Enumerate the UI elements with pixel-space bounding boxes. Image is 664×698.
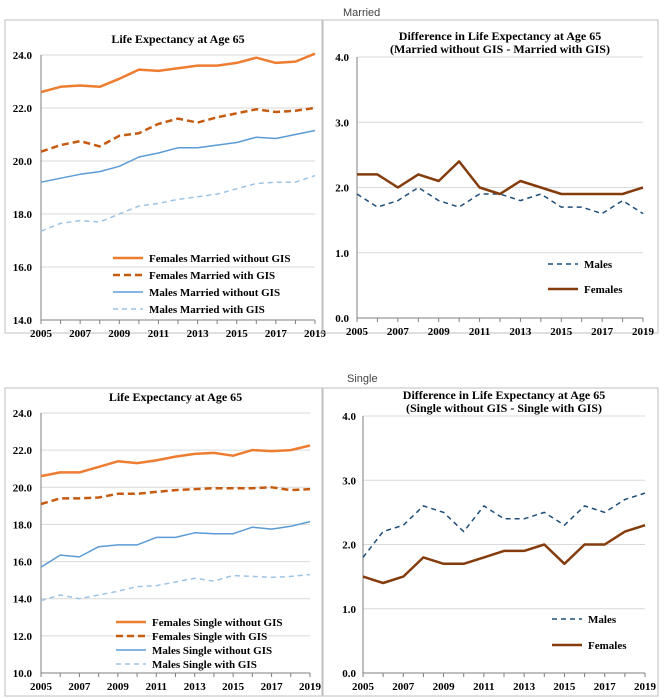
series-line-females xyxy=(357,160,644,196)
x-tick-label: 2013 xyxy=(513,681,536,693)
y-tick-label: 0.0 xyxy=(335,313,349,325)
chart-married-le: Life Expectancy at Age 65 14.0 16.0 18.0 20.… xyxy=(4,19,327,340)
y-tick-label: 18.0 xyxy=(13,519,33,531)
x-tick-label: 2011 xyxy=(469,326,490,338)
x-tick-label: 2011 xyxy=(148,328,169,340)
chart-title: Life Expectancy at Age 65 xyxy=(111,32,244,46)
chart-frame xyxy=(4,19,324,334)
x-tick-label: 2009 xyxy=(108,328,131,340)
x-tick-label: 2009 xyxy=(107,681,130,693)
x-tick-label: 2015 xyxy=(550,326,573,338)
x-tick-label: 2017 xyxy=(591,326,614,338)
y-tick-label: 1.0 xyxy=(335,248,349,260)
x-tick-label: 2005 xyxy=(346,326,369,338)
series-line-females-married-without-gis xyxy=(40,52,316,94)
y-tick-label: 14.0 xyxy=(13,315,33,327)
x-tick-label: 2005 xyxy=(352,681,375,693)
x-tick-label: 2009 xyxy=(433,681,456,693)
x-tick-label: 2019 xyxy=(304,328,327,340)
series-line-males-married-with-gis xyxy=(40,174,316,232)
chart-single-le: Life Expectancy at Age 65 10.0 12.0 14.0 16.… xyxy=(4,387,324,697)
x-tick-label: 2007 xyxy=(387,326,410,338)
legend-label: Males xyxy=(588,614,617,626)
chart-frame xyxy=(321,387,659,697)
y-tick-label: 22.0 xyxy=(13,103,33,115)
series-line-males-single-without-gis xyxy=(40,520,311,568)
chart-title: Difference in Life Expectancy at Age 65 xyxy=(403,388,605,402)
x-tick-label: 2005 xyxy=(30,681,53,693)
y-tick-label: 16.0 xyxy=(13,557,33,569)
x-tick-label: 2015 xyxy=(553,681,576,693)
y-tick-label: 22.0 xyxy=(13,445,33,457)
y-tick-label: 3.0 xyxy=(342,475,356,487)
legend-label: Males Married with GIS xyxy=(149,304,265,316)
y-tick-label: 4.0 xyxy=(335,52,349,64)
y-tick-label: 20.0 xyxy=(13,482,33,494)
x-tick-label: 2017 xyxy=(265,328,288,340)
chart-subtitle: (Married without GIS - Married with GIS) xyxy=(390,42,610,56)
legend-label: Males Married without GIS xyxy=(149,287,280,299)
x-tick-label: 2015 xyxy=(222,681,245,693)
y-tick-label: 16.0 xyxy=(13,262,33,274)
series-line-females xyxy=(362,524,646,585)
legend-label: Females Single with GIS xyxy=(152,631,267,643)
chart-title: Difference in Life Expectancy at Age 65 xyxy=(399,29,601,43)
legend-label: Males Single without GIS xyxy=(152,645,272,657)
chart-title: Life Expectancy at Age 65 xyxy=(109,390,242,404)
legend-label: Males Single with GIS xyxy=(152,659,257,671)
x-tick-label: 2017 xyxy=(594,681,617,693)
y-tick-label: 24.0 xyxy=(13,408,33,420)
x-tick-label: 2011 xyxy=(473,681,494,693)
chart-frame xyxy=(321,19,659,334)
x-tick-label: 2009 xyxy=(428,326,451,338)
y-tick-label: 18.0 xyxy=(13,209,33,221)
legend-label: Females xyxy=(584,284,623,296)
section-label-single: Single xyxy=(347,373,378,385)
y-tick-label: 20.0 xyxy=(13,156,33,168)
y-tick-label: 0.0 xyxy=(342,668,356,680)
y-tick-label: 10.0 xyxy=(13,668,33,680)
x-tick-label: 2007 xyxy=(69,328,92,340)
x-tick-label: 2019 xyxy=(634,681,657,693)
y-tick-label: 12.0 xyxy=(13,631,33,643)
series-line-females-single-with-gis xyxy=(40,486,311,506)
y-tick-label: 14.0 xyxy=(13,594,33,606)
x-tick-label: 2017 xyxy=(261,681,284,693)
x-tick-label: 2007 xyxy=(68,681,91,693)
x-tick-label: 2013 xyxy=(187,328,210,340)
chart-single-diff: Difference in Life Expectancy at Age 65(… xyxy=(321,387,659,697)
legend-label: Males xyxy=(584,259,613,271)
x-tick-label: 2011 xyxy=(146,681,167,693)
x-tick-label: 2013 xyxy=(184,681,207,693)
x-tick-label: 2019 xyxy=(299,681,322,693)
x-tick-label: 2019 xyxy=(632,326,655,338)
chart-married-diff: Difference in Life Expectancy at Age 65(… xyxy=(321,19,659,338)
x-tick-label: 2015 xyxy=(226,328,249,340)
y-tick-label: 2.0 xyxy=(342,540,356,552)
series-line-females-married-with-gis xyxy=(40,106,316,153)
y-tick-label: 4.0 xyxy=(342,411,356,423)
x-tick-label: 2005 xyxy=(30,328,53,340)
chart-frame xyxy=(4,387,324,697)
series-line-males xyxy=(356,186,644,215)
legend-label: Females Married without GIS xyxy=(149,253,290,265)
legend-label: Females xyxy=(588,640,627,652)
y-tick-label: 1.0 xyxy=(342,604,356,616)
x-tick-label: 2013 xyxy=(509,326,532,338)
series-line-males-married-without-gis xyxy=(40,129,316,183)
y-tick-label: 3.0 xyxy=(335,117,349,129)
series-line-females-single-without-gis xyxy=(40,444,311,478)
x-tick-label: 2007 xyxy=(392,681,415,693)
y-tick-label: 2.0 xyxy=(335,183,349,195)
y-tick-label: 24.0 xyxy=(13,50,33,62)
series-line-males-single-with-gis xyxy=(40,573,311,602)
chart-subtitle: (Single without GIS - Single with GIS) xyxy=(406,401,602,415)
legend-label: Females Single without GIS xyxy=(152,617,282,629)
section-label-married: Married xyxy=(343,7,381,19)
series-line-males xyxy=(362,492,646,558)
legend-label: Females Married with GIS xyxy=(149,270,275,282)
